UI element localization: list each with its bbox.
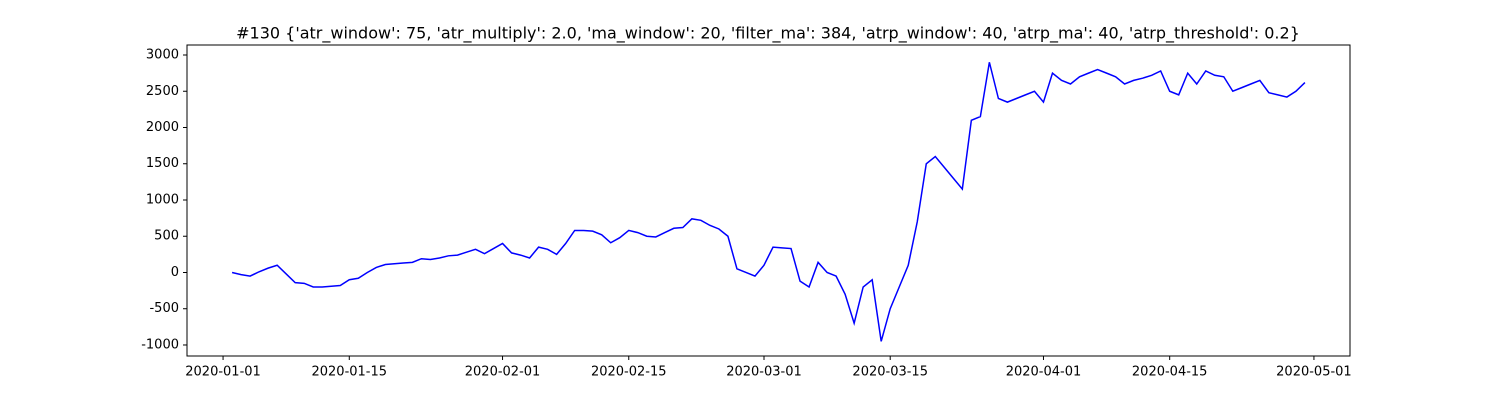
y-tick-label: -1000 bbox=[141, 337, 179, 352]
y-tick-label: 500 bbox=[154, 229, 179, 244]
y-tick-label: 2500 bbox=[146, 84, 179, 99]
chart-title: #130 {'atr_window': 75, 'atr_multiply': … bbox=[236, 24, 1300, 44]
x-tick-label: 2020-01-15 bbox=[311, 365, 387, 380]
x-tick-label: 2020-04-15 bbox=[1132, 365, 1208, 380]
y-tick-label: -500 bbox=[149, 301, 179, 316]
data-line bbox=[231, 62, 1306, 342]
x-tick-label: 2020-04-01 bbox=[1006, 365, 1082, 380]
y-tick-label: 0 bbox=[171, 265, 179, 280]
y-tick-label: 2000 bbox=[146, 120, 179, 135]
x-tick-label: 2020-02-15 bbox=[591, 365, 667, 380]
x-tick-label: 2020-03-15 bbox=[852, 365, 928, 380]
y-tick-label: 3000 bbox=[146, 48, 179, 63]
x-tick-label: 2020-01-01 bbox=[185, 365, 261, 380]
y-tick-label: 1500 bbox=[146, 156, 179, 171]
x-tick-label: 2020-03-01 bbox=[726, 365, 802, 380]
plot-frame bbox=[186, 44, 1351, 357]
x-tick-label: 2020-02-01 bbox=[465, 365, 541, 380]
y-tick-label: 1000 bbox=[146, 192, 179, 207]
x-tick-label: 2020-05-01 bbox=[1276, 365, 1352, 380]
